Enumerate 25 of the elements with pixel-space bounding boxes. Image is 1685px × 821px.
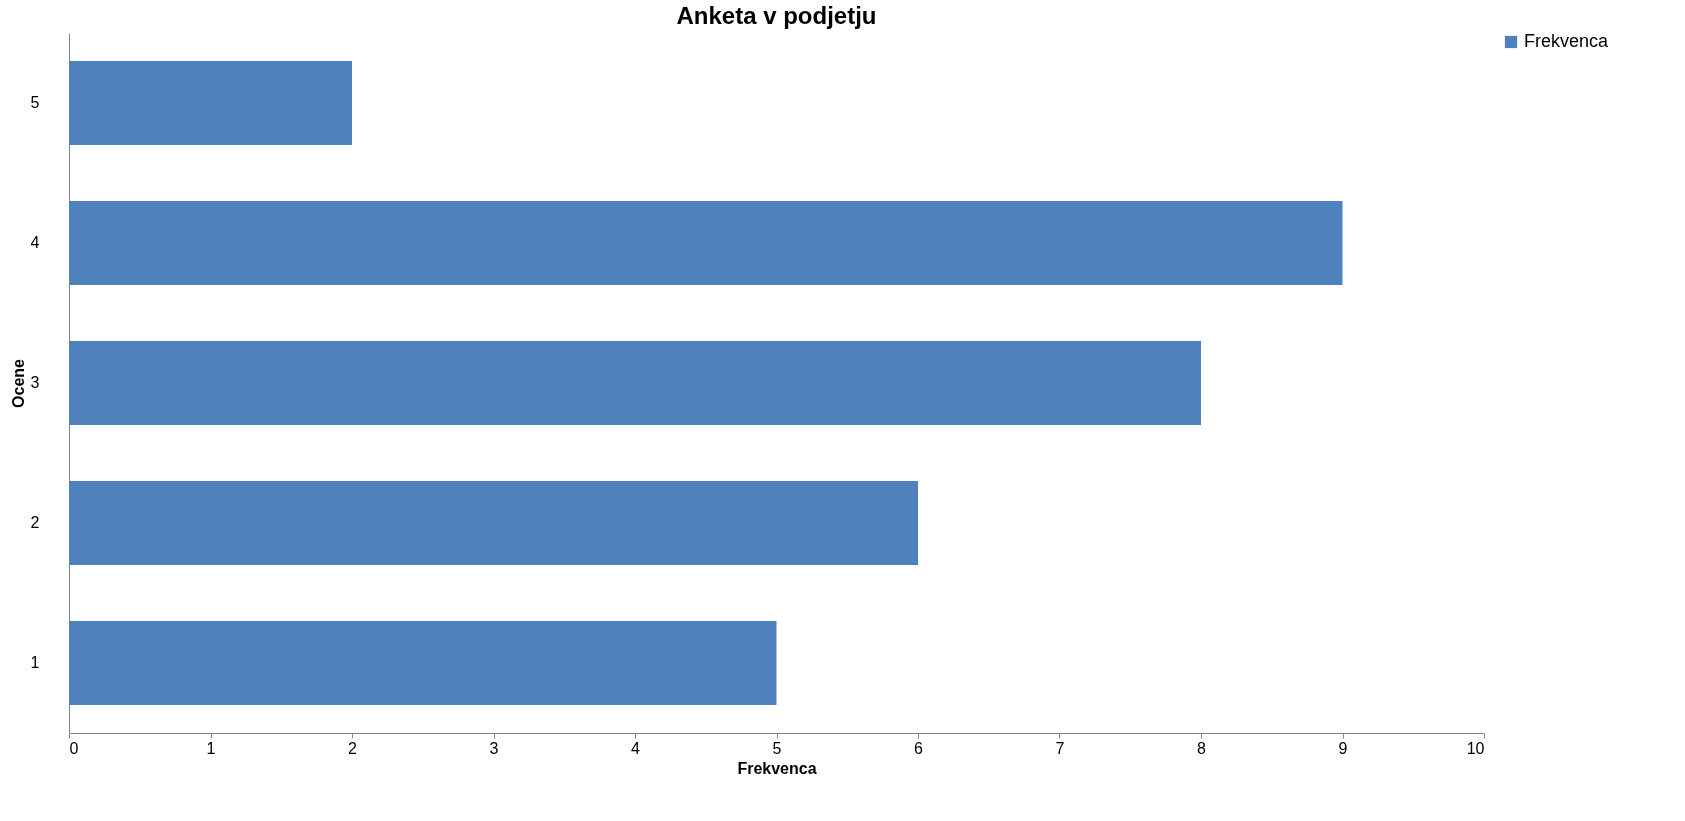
x-tick-label: 8 <box>1197 739 1207 757</box>
x-tick-label: 2 <box>348 739 358 757</box>
x-tick-label: 5 <box>772 739 782 757</box>
bar <box>69 481 918 565</box>
x-tick-label: 10 <box>1466 739 1485 757</box>
y-tick-label: 3 <box>30 374 40 391</box>
x-tick-label: 7 <box>1055 739 1065 757</box>
bar <box>69 621 777 705</box>
x-tick-label: 3 <box>489 739 499 757</box>
y-tick-label: 2 <box>30 514 40 531</box>
chart-title: Anketa v podjetju <box>676 2 877 29</box>
legend-label: Frekvenca <box>1524 31 1610 51</box>
bar <box>69 201 1343 285</box>
x-tick-label: 1 <box>206 739 216 757</box>
x-tick-label: 6 <box>914 739 924 757</box>
y-tick-label: 5 <box>30 94 40 111</box>
bar <box>69 61 352 145</box>
bar <box>69 341 1201 425</box>
y-tick-label: 4 <box>30 234 40 251</box>
x-tick-label: 0 <box>69 739 79 757</box>
y-axis-title: Ocene <box>9 358 27 408</box>
x-tick-label: 4 <box>631 739 641 757</box>
x-axis-title: Frekvenca <box>737 759 817 777</box>
x-tick-label: 9 <box>1338 739 1348 757</box>
y-tick-label: 1 <box>30 654 40 671</box>
